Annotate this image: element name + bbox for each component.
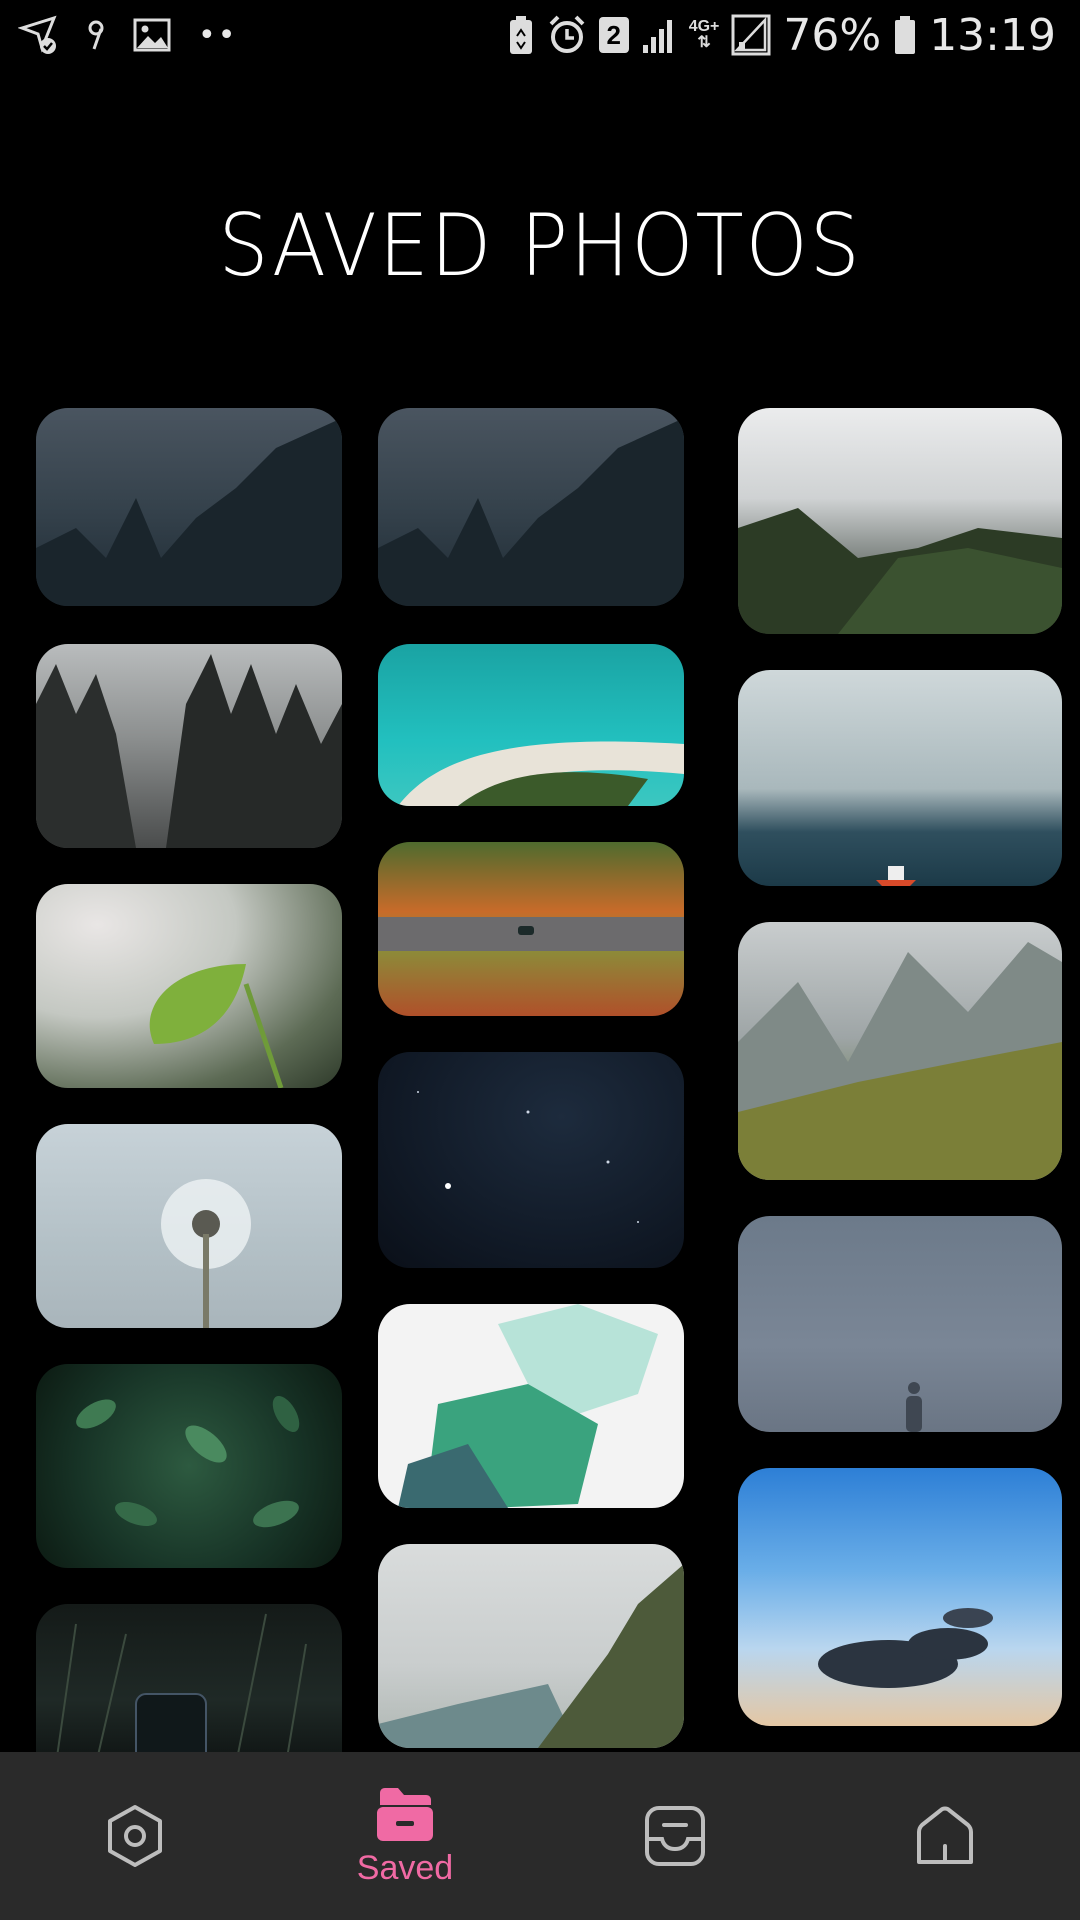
photo-green-leaf[interactable] [36, 884, 342, 1088]
photo-green-fabric[interactable] [378, 1304, 684, 1508]
inbox-icon [645, 1806, 705, 1866]
photo-cloudy-hills[interactable] [738, 408, 1062, 634]
nav-item-saved[interactable]: Saved [340, 1752, 470, 1920]
signal-2-icon [731, 14, 771, 56]
photo-dark-grass[interactable] [36, 1604, 342, 1753]
notification-icon [88, 20, 104, 50]
signal-icon [642, 20, 672, 53]
image-icon [133, 18, 171, 52]
more-dots-icon: •• [198, 17, 238, 53]
status-bar: •• 2 4G+ ⇅ 76% [0, 0, 1080, 70]
photo-foggy-forest-2[interactable] [378, 408, 684, 606]
sim-2-icon: 2 [598, 17, 629, 53]
nav-label-saved: Saved [356, 1848, 454, 1887]
photo-fog-figure[interactable] [738, 1216, 1062, 1432]
battery-saver-icon [509, 16, 532, 54]
alarm-icon [549, 15, 585, 53]
network-type: 4G+ ⇅ [688, 18, 720, 51]
photo-rocky-mountain[interactable] [378, 1544, 684, 1748]
page-title: SAVED PHOTOS [218, 196, 862, 296]
photo-column-1 [36, 408, 342, 1753]
photo-sky-cloud[interactable] [738, 1468, 1062, 1726]
photo-green-leaves[interactable] [36, 1364, 342, 1568]
photo-foggy-forest-1[interactable] [36, 408, 342, 606]
photo-column-2 [378, 408, 684, 1748]
photo-mountain-valley[interactable] [738, 922, 1062, 1180]
photo-grid [0, 408, 1080, 1753]
nav-item-home[interactable] [910, 1752, 980, 1920]
photo-autumn-road[interactable] [378, 842, 684, 1016]
photo-column-3 [738, 408, 1062, 1726]
battery-percent: 76% [783, 9, 882, 61]
home-icon [917, 1806, 973, 1864]
photo-sea-boat[interactable] [738, 670, 1062, 886]
photo-turquoise-beach[interactable] [378, 644, 684, 806]
battery-icon [895, 16, 916, 54]
clock: 13:19 [929, 9, 1056, 61]
photo-night-sky[interactable] [378, 1052, 684, 1268]
nav-item-discover[interactable] [100, 1752, 170, 1920]
folder-icon [377, 1787, 433, 1841]
photo-misty-pines[interactable] [36, 644, 342, 848]
location-check-icon [18, 15, 57, 54]
photo-dandelion[interactable] [36, 1124, 342, 1328]
nav-item-inbox[interactable] [640, 1752, 710, 1920]
hexagon-icon [108, 1805, 162, 1867]
bottom-navigation: Saved [0, 1752, 1080, 1920]
